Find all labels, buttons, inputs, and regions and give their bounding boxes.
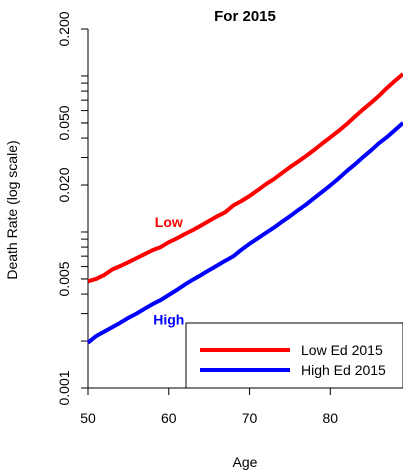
y-tick-label: 0.020 [56, 167, 72, 202]
series-line-high-ed [86, 121, 403, 345]
x-tick-label: 60 [161, 410, 177, 426]
annotation-low: Low [155, 214, 183, 230]
legend-box [185, 322, 403, 389]
series-line-low-ed [87, 72, 403, 284]
y-tick-label: 0.001 [56, 370, 72, 405]
chart-title: For 2015 [214, 8, 276, 25]
axes: 0.001 0.005 0.020 0.050 0.200 50 60 70 80 [56, 11, 403, 426]
x-tick-label: 70 [242, 410, 258, 426]
legend-label: High Ed 2015 [301, 362, 386, 378]
y-axis-label: Death Rate (log scale) [4, 140, 20, 279]
y-tick-label: 0.005 [56, 261, 72, 296]
x-axis-label: Age [233, 454, 258, 470]
y-tick-label: 0.200 [56, 11, 72, 46]
legend: Low Ed 2015 High Ed 2015 [185, 322, 403, 389]
annotation-high: High [153, 312, 184, 328]
x-tick-label: 80 [323, 410, 339, 426]
annotation-layer: Low High [153, 214, 184, 328]
x-tick-label: 50 [80, 410, 96, 426]
series-layer [86, 72, 403, 345]
legend-label: Low Ed 2015 [301, 342, 383, 358]
y-tick-label: 0.050 [56, 105, 72, 140]
